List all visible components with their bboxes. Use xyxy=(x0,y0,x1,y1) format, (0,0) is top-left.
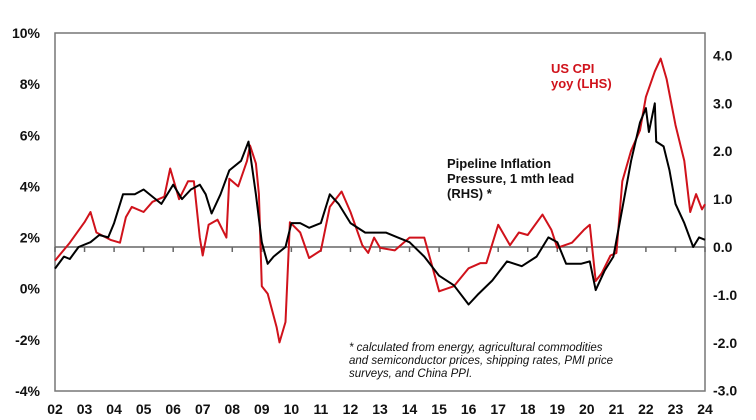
right-tick-label: 3.0 xyxy=(713,95,733,111)
left-tick-label: 6% xyxy=(20,127,41,143)
x-tick-label: 03 xyxy=(77,401,93,417)
x-tick-label: 04 xyxy=(106,401,122,417)
cpi-label-2: yoy (LHS) xyxy=(551,76,612,91)
x-tick-label: 12 xyxy=(343,401,359,417)
x-tick-label: 24 xyxy=(697,401,713,417)
footnote-2: and semiconductor prices, shipping rates… xyxy=(349,355,613,367)
right-tick-label: -3.0 xyxy=(713,383,737,399)
x-tick-label: 18 xyxy=(520,401,536,417)
right-tick-label: -2.0 xyxy=(713,335,737,351)
x-tick-label: 11 xyxy=(314,401,329,417)
x-tick-label: 06 xyxy=(165,401,181,417)
x-tick-label: 23 xyxy=(668,401,684,417)
footnote-1: * calculated from energy, agricultural c… xyxy=(349,342,603,354)
left-tick-label: 10% xyxy=(12,25,41,41)
right-tick-label: -1.0 xyxy=(713,287,737,303)
pipeline-label-3: (RHS) * xyxy=(447,186,493,201)
right-tick-label: 1.0 xyxy=(713,191,733,207)
x-tick-label: 10 xyxy=(284,401,300,417)
x-tick-label: 19 xyxy=(549,401,565,417)
left-tick-label: -4% xyxy=(15,383,40,399)
plot-area xyxy=(54,32,706,392)
left-tick-label: 4% xyxy=(20,178,41,194)
x-tick-label: 09 xyxy=(254,401,270,417)
left-tick-label: 0% xyxy=(20,281,41,297)
x-tick-label: 13 xyxy=(372,401,388,417)
right-tick-label: 4.0 xyxy=(713,47,733,63)
x-tick-label: 05 xyxy=(136,401,152,417)
pipeline-label-1: Pipeline Inflation xyxy=(447,156,551,171)
left-tick-label: 8% xyxy=(20,76,41,92)
right-tick-label: 2.0 xyxy=(713,143,733,159)
cpi-label-1: US CPI xyxy=(551,61,594,76)
x-tick-label: 15 xyxy=(431,401,447,417)
x-tick-label: 21 xyxy=(609,401,625,417)
right-tick-label: 0.0 xyxy=(713,239,733,255)
x-tick-label: 08 xyxy=(224,401,240,417)
x-tick-label: 22 xyxy=(638,401,654,417)
x-tick-label: 16 xyxy=(461,401,477,417)
left-tick-label: 2% xyxy=(20,230,41,246)
x-tick-label: 07 xyxy=(195,401,211,417)
x-tick-label: 20 xyxy=(579,401,595,417)
cpi-line xyxy=(54,57,706,344)
x-tick-label: 02 xyxy=(47,401,63,417)
x-tick-label: 17 xyxy=(490,401,506,417)
left-tick-label: -2% xyxy=(15,332,40,348)
pipeline-label-2: Pressure, 1 mth lead xyxy=(447,171,574,186)
x-tick-label: 14 xyxy=(402,401,418,417)
pipeline-line xyxy=(54,102,706,306)
footnote-3: surveys, and China PPI. xyxy=(349,368,472,380)
